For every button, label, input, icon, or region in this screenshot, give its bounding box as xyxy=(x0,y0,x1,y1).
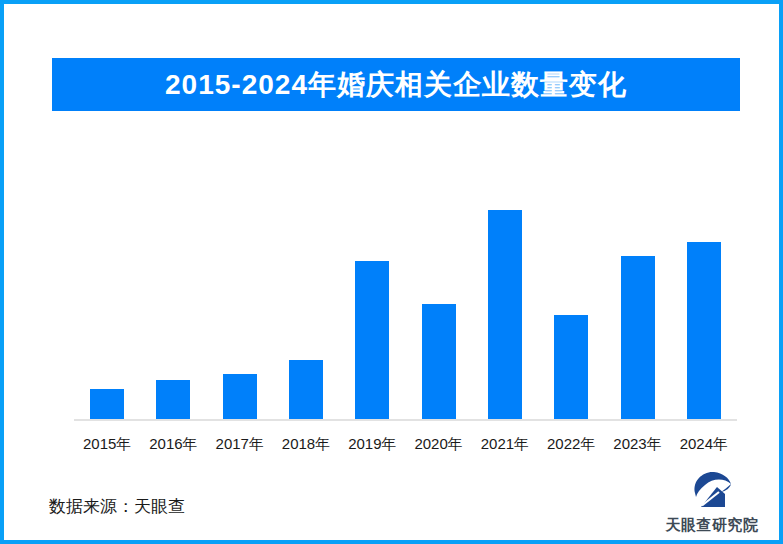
bar-column xyxy=(671,189,737,419)
bar-column xyxy=(74,189,140,419)
tianyancha-logo-label: 天眼查研究院 xyxy=(666,516,759,535)
x-axis-label: 2019年 xyxy=(339,435,405,454)
bar-column xyxy=(604,189,670,419)
bar-column xyxy=(207,189,273,419)
bar-column xyxy=(538,189,604,419)
bar-2020年 xyxy=(422,304,456,419)
bar-column xyxy=(339,189,405,419)
x-axis-label: 2018年 xyxy=(273,435,339,454)
x-axis-label: 2023年 xyxy=(604,435,670,454)
bar-2022年 xyxy=(554,315,588,419)
tianyancha-eye-logo-icon xyxy=(690,468,734,514)
x-axis-label: 2017年 xyxy=(207,435,273,454)
x-axis-label: 2021年 xyxy=(472,435,538,454)
bar-column xyxy=(273,189,339,419)
bar-column xyxy=(405,189,471,419)
bar-2015年 xyxy=(90,389,124,419)
x-axis-label: 2015年 xyxy=(74,435,140,454)
chart-title: 2015-2024年婚庆相关企业数量变化 xyxy=(165,66,627,104)
tianyancha-logo: 天眼查研究院 xyxy=(662,468,762,535)
bar-column xyxy=(140,189,206,419)
x-axis-label: 2024年 xyxy=(671,435,737,454)
x-axis-label: 2022年 xyxy=(538,435,604,454)
data-source-text: 数据来源：天眼查 xyxy=(49,495,185,518)
x-axis-label: 2020年 xyxy=(405,435,471,454)
chart-title-banner: 2015-2024年婚庆相关企业数量变化 xyxy=(52,58,740,111)
bar-2021年 xyxy=(488,210,522,419)
bar-2016年 xyxy=(156,380,190,419)
bar-2017年 xyxy=(223,374,257,419)
x-axis-label: 2016年 xyxy=(140,435,206,454)
bar-column xyxy=(472,189,538,419)
bar-2019年 xyxy=(355,261,389,419)
bar-2024年 xyxy=(687,242,721,419)
bar-2018年 xyxy=(289,360,323,419)
bar-2023年 xyxy=(621,256,655,420)
infographic-frame: 2015-2024年婚庆相关企业数量变化 2015年2016年2017年2018… xyxy=(0,0,783,544)
plot-area xyxy=(74,189,737,421)
x-axis-labels: 2015年2016年2017年2018年2019年2020年2021年2022年… xyxy=(74,435,737,454)
